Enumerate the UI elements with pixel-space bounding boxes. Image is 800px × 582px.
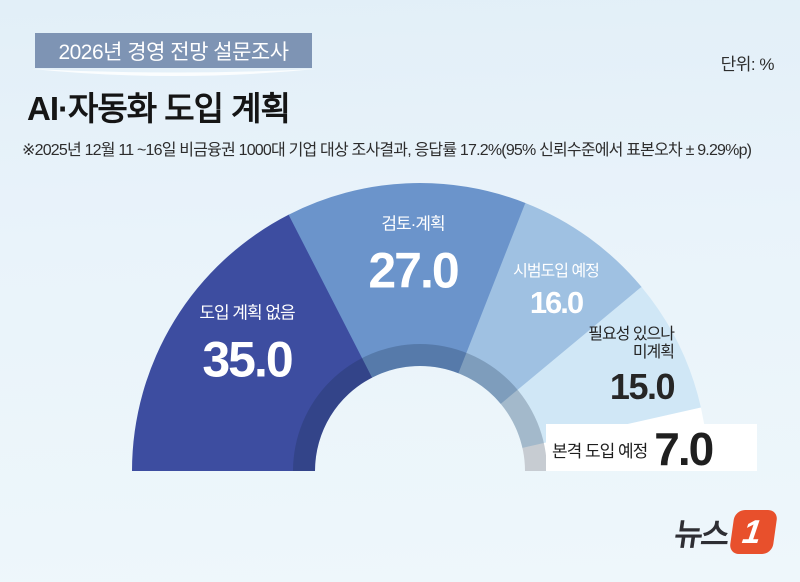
segment-value: 27.0: [368, 242, 459, 299]
segment-name-line2: 미계획: [632, 343, 675, 361]
segment-value: 15.0: [609, 365, 676, 407]
segment-value: 7.0: [654, 422, 714, 475]
segment-value: 35.0: [202, 331, 293, 388]
segment-name: 검토·계획: [381, 214, 445, 234]
segment-name: 도입 계획 없음: [199, 303, 295, 323]
segment-name: 본격 도입 예정: [552, 442, 648, 462]
news1-logo-digit: 1: [740, 512, 764, 550]
inner-ring-shade: [293, 344, 547, 471]
segment-label-no-plan: 도입 계획 없음 35.0: [199, 303, 295, 388]
news1-logo-badge: 1: [728, 509, 779, 554]
badge-swoosh-decoration: [32, 69, 316, 76]
segment-value: 16.0: [529, 285, 584, 321]
label-callout-panel: [546, 424, 757, 471]
segment-label-review-plan: 검토·계획 27.0: [368, 214, 459, 299]
segment-name: 시범도입 예정: [513, 262, 600, 280]
survey-badge: 2026년 경영 전망 설문조사: [35, 33, 312, 68]
chart-segment-3: [500, 286, 702, 449]
segment-label-need-but-unplanned: 필요성 있으나 미계획 15.0: [588, 326, 676, 407]
chart-segment-1: [288, 183, 527, 378]
news1-logo: 뉴스 1: [672, 509, 779, 554]
segment-name: 필요성 있으나: [588, 326, 675, 343]
survey-methodology-note: ※2025년 12월 11 ~16일 비금융권 1000대 기업 대상 조사결과…: [22, 142, 752, 159]
chart-segment-0: [132, 214, 373, 471]
segment-label-pilot-adoption: 시범도입 예정 16.0: [513, 262, 600, 321]
page-title: AI·자동화 도입 계획: [27, 90, 291, 127]
news1-logo-text: 뉴스: [672, 517, 731, 552]
chart-segment-2: [458, 202, 642, 405]
unit-label: 단위: %: [720, 55, 775, 74]
segment-label-full-adoption: 본격 도입 예정 7.0: [552, 423, 752, 475]
